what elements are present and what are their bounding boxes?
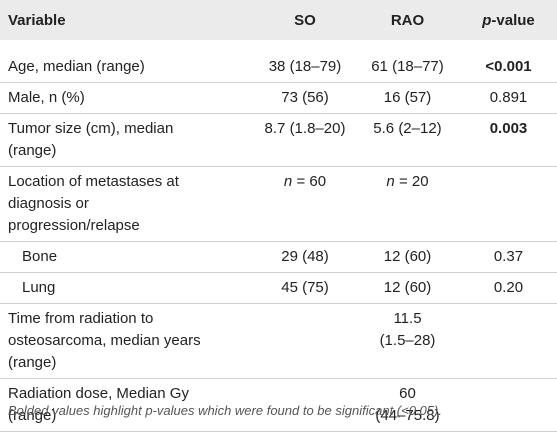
rao-cell: 61 (18–77) — [355, 40, 460, 83]
row-label: Time from radiation to osteosarcoma, med… — [0, 303, 255, 379]
so-cell — [255, 378, 355, 432]
rao-cell: 5.6 (2–12) — [355, 113, 460, 167]
so-cell: 29 (48) — [255, 241, 355, 273]
so-cell — [255, 303, 355, 379]
table-row: Bone 29 (48) 12 (60) 0.37 — [0, 241, 557, 273]
footnote: Bolded values highlight p-values which w… — [8, 403, 442, 418]
row-label: Age, median (range) — [0, 40, 255, 83]
p-value-cell: 0.20 — [460, 272, 557, 304]
rao-line: (1.5–28) — [379, 332, 436, 349]
table-row: Age, median (range) 38 (18–79) 61 (18–77) <… — [0, 40, 557, 83]
table-row: Lung 45 (75) 12 (60) 0.20 — [0, 272, 557, 304]
rao-cell: n = 20 — [355, 166, 460, 242]
row-label: Male, n (%) — [0, 82, 255, 114]
so-cell: 45 (75) — [255, 272, 355, 304]
row-label: Tumor size (cm), median (range) — [0, 113, 255, 167]
rao-line: 60 — [399, 385, 416, 402]
value-text: = 20 — [398, 173, 429, 190]
header-row: Variable SO RAO p-value — [0, 0, 557, 40]
p-value-cell — [460, 303, 557, 379]
table-row: Time from radiation to osteosarcoma, med… — [0, 303, 557, 379]
rao-line: 11.5 — [393, 310, 422, 327]
header-cell: RAO — [355, 0, 460, 40]
p-value-cell: 0.891 — [460, 82, 557, 114]
row-label: Radiation dose, Median Gy (range) — [0, 378, 255, 432]
italic-symbol: n — [386, 173, 395, 190]
value-text: = 60 — [296, 173, 327, 190]
rao-cell: 16 (57) — [355, 82, 460, 114]
rao-cell: 60 (44–75.8) — [355, 378, 460, 432]
table-row: Tumor size (cm), median (range) 8.7 (1.8–… — [0, 113, 557, 167]
table-row: Radiation dose, Median Gy (range) 60 (44–7… — [0, 378, 557, 432]
p-value-cell: 0.37 — [460, 241, 557, 273]
row-label: Lung — [0, 272, 255, 304]
italic-symbol: n — [283, 173, 293, 190]
p-value-cell: <0.001 — [460, 40, 557, 83]
so-cell: 73 (56) — [255, 82, 355, 114]
header-italic: p — [482, 11, 492, 29]
header-cell: SO — [255, 0, 355, 40]
so-cell: 8.7 (1.8–20) — [255, 113, 355, 167]
rao-cell: 12 (60) — [355, 241, 460, 273]
so-cell: 38 (18–79) — [255, 40, 355, 83]
p-value-cell — [460, 166, 557, 242]
so-cell: n = 60 — [255, 166, 355, 242]
row-label: Bone — [0, 241, 255, 273]
rao-cell: 12 (60) — [355, 272, 460, 304]
rao-line: (44–75.8) — [375, 407, 440, 424]
row-label: Location of metastases at diagnosis or p… — [0, 166, 255, 242]
table-body: Age, median (range) 38 (18–79) 61 (18–77) <… — [0, 40, 557, 432]
header-text: -value — [491, 11, 535, 29]
rao-cell: 11.5 (1.5–28) — [355, 303, 460, 379]
header-cell: Variable — [0, 0, 255, 40]
p-value-cell — [460, 378, 557, 432]
table-row: Male, n (%) 73 (56) 16 (57) 0.891 — [0, 82, 557, 114]
header-cell: p-value — [460, 0, 557, 40]
table-row: Location of metastases at diagnosis or p… — [0, 166, 557, 242]
p-value-cell: 0.003 — [460, 113, 557, 167]
